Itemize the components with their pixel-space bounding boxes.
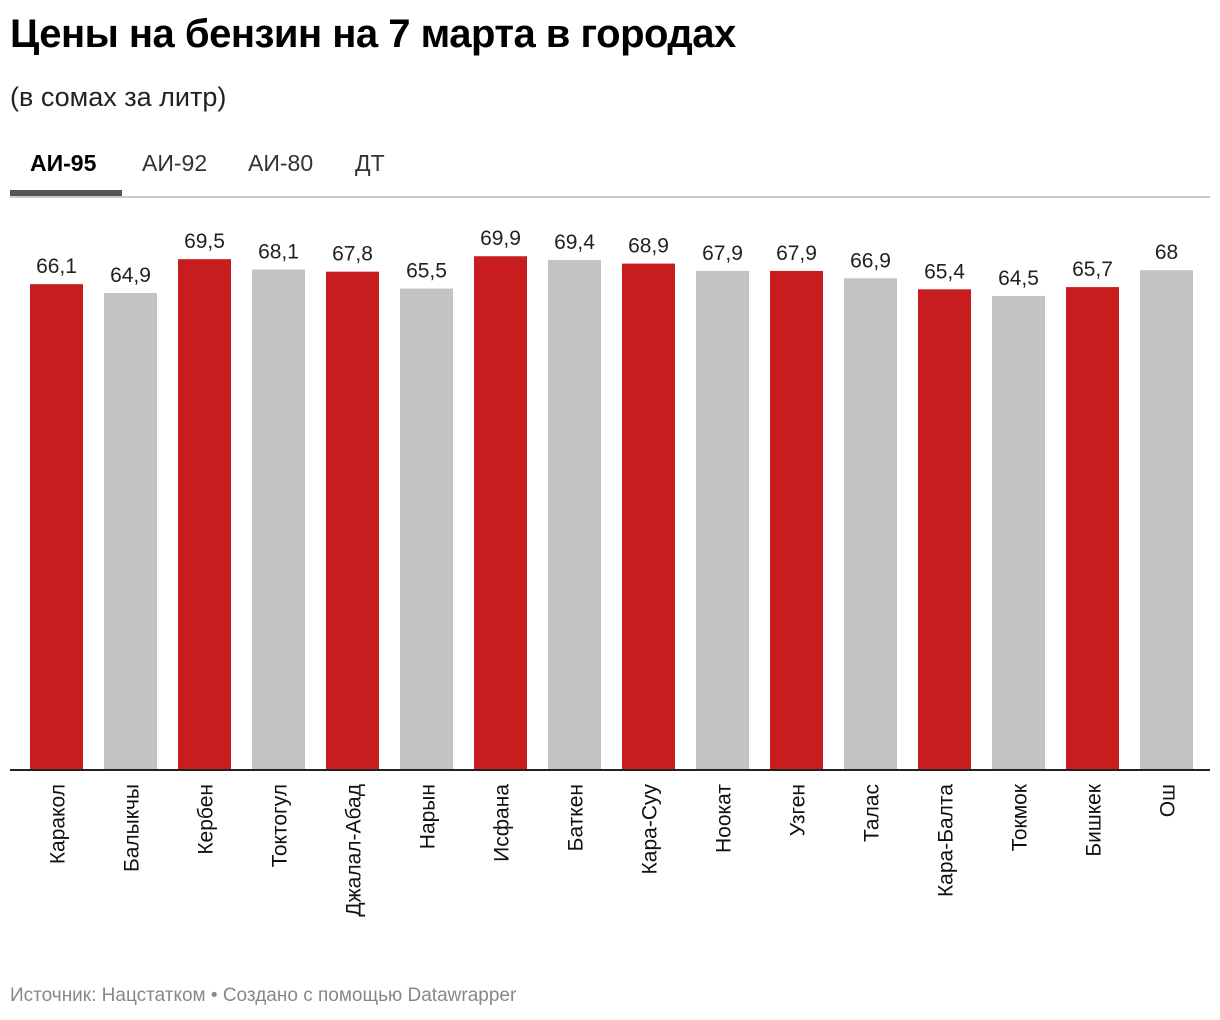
value-label: 68 — [1155, 241, 1178, 264]
value-label: 66,1 — [36, 255, 77, 278]
tab-ai-95[interactable]: АИ-95 — [30, 150, 97, 176]
category-label: Узген — [787, 784, 810, 836]
bar-14 — [1066, 287, 1119, 770]
bar-6 — [474, 256, 527, 770]
value-label: 67,8 — [332, 243, 373, 266]
category-label: Кара-Балта — [935, 784, 958, 897]
value-labels-group: 66,1 64,9 69,5 68,1 67,8 65,5 69,9 69,4 68,9 67,9… — [36, 227, 1178, 290]
bar-10 — [770, 270, 823, 770]
active-tab-indicator — [10, 190, 122, 196]
bars-group — [30, 256, 1193, 770]
bar-8 — [622, 263, 675, 770]
category-label: Ноокат — [713, 784, 736, 853]
bar-9 — [696, 270, 749, 770]
category-label: Токмок — [1009, 783, 1032, 851]
tabs-divider — [10, 196, 1210, 198]
value-label: 66,9 — [850, 249, 891, 272]
category-label: Токтогул — [269, 784, 292, 867]
bar-11 — [844, 278, 897, 770]
value-label: 69,5 — [184, 230, 225, 253]
footer-source: Источник: Нацстатком • Создано с помощью… — [10, 985, 517, 1006]
value-label: 67,9 — [776, 242, 817, 265]
value-label: 68,1 — [258, 240, 299, 263]
value-label: 69,9 — [480, 227, 521, 250]
category-label: Кара-Суу — [639, 784, 662, 875]
category-label: Кербен — [195, 784, 218, 855]
bar-chart: 66,1 64,9 69,5 68,1 67,8 65,5 69,9 69,4 68,9 67,9… — [10, 227, 1210, 917]
fuel-type-tabs: АИ-95 АИ-92 АИ-80 ДТ — [10, 146, 1210, 198]
bar-2 — [178, 259, 231, 770]
bar-0 — [30, 284, 83, 770]
value-label: 68,9 — [628, 235, 669, 258]
bar-4 — [326, 271, 379, 770]
category-label: Каракол — [47, 784, 70, 864]
chart-subtitle: (в сомах за литр) — [10, 82, 227, 112]
value-label: 67,9 — [702, 242, 743, 265]
tab-ai-80[interactable]: АИ-80 — [248, 150, 314, 176]
category-label: Баткен — [565, 784, 588, 851]
category-label: Нарын — [417, 784, 440, 849]
chart-title: Цены на бензин на 7 марта в городах — [10, 12, 736, 56]
category-label: Бишкек — [1083, 783, 1106, 856]
value-label: 64,5 — [998, 267, 1039, 290]
category-label: Балыкчы — [121, 784, 144, 872]
bar-5 — [400, 288, 453, 770]
category-label: Джалал-Абад — [343, 784, 366, 917]
category-label: Исфана — [491, 784, 514, 862]
value-label: 64,9 — [110, 264, 151, 287]
bar-15 — [1140, 270, 1193, 770]
category-label: Талас — [861, 784, 884, 842]
bar-3 — [252, 269, 305, 770]
category-label: Ош — [1157, 784, 1180, 817]
bar-12 — [918, 289, 971, 770]
tab-dt[interactable]: ДТ — [355, 150, 385, 176]
value-label: 69,4 — [554, 231, 595, 254]
value-label: 65,4 — [924, 260, 965, 283]
value-label: 65,5 — [406, 260, 447, 283]
tab-ai-92[interactable]: АИ-92 — [142, 150, 208, 176]
bar-1 — [104, 292, 157, 770]
bar-13 — [992, 295, 1045, 770]
bar-7 — [548, 259, 601, 770]
value-label: 65,7 — [1072, 258, 1113, 281]
category-labels-group: Каракол Балыкчы Кербен Токтогул Джалал-Абад Н… — [47, 783, 1180, 916]
